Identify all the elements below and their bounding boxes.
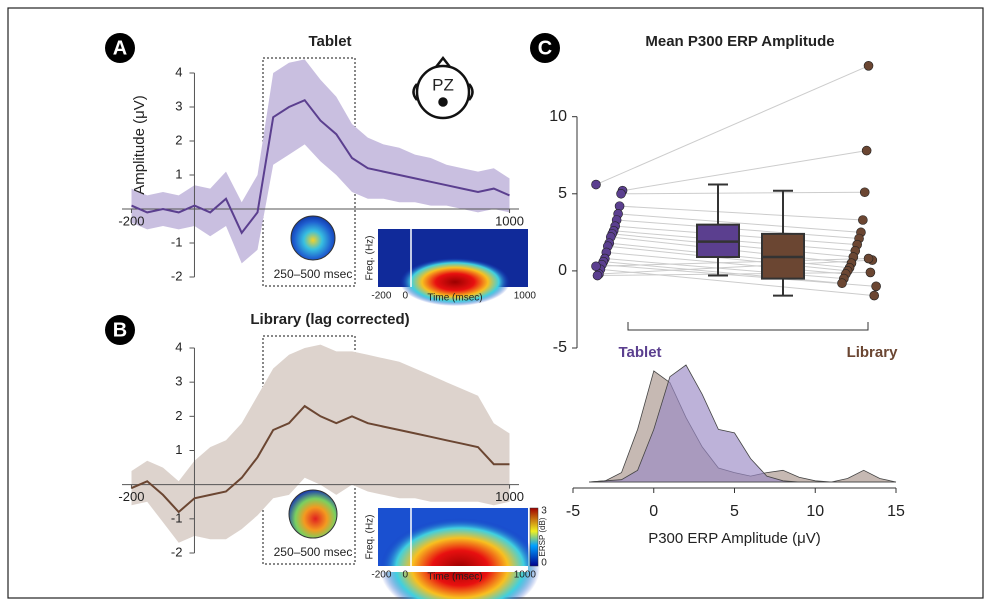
spectrogram <box>378 508 540 599</box>
x-tick-label: 5 <box>730 503 739 520</box>
y-tick-label: 3 <box>175 98 182 113</box>
y-tick-label: 3 <box>175 374 182 389</box>
category-bracket <box>628 322 868 330</box>
y-tick-label: 5 <box>558 185 567 202</box>
colorbar-tick-label: 3 <box>541 506 547 517</box>
inset-tick-label: -200 <box>371 570 391 581</box>
data-point <box>872 282 881 291</box>
y-tick-label: 4 <box>175 64 182 79</box>
x-tick-label: -200 <box>118 489 144 504</box>
y-tick-label: -1 <box>171 510 183 525</box>
y-tick-label: -2 <box>171 268 183 283</box>
data-point <box>860 188 869 197</box>
y-tick-label: 2 <box>175 408 182 423</box>
data-point <box>593 271 602 280</box>
x-tick-label: 0 <box>649 503 658 520</box>
data-point <box>838 279 847 288</box>
inset-x-label: Time (msec) <box>427 572 482 583</box>
x-tick-label: -5 <box>566 503 580 520</box>
panel-label: A <box>113 37 127 59</box>
colorbar-label: ERSP (dB) <box>538 517 547 556</box>
window-label: 250–500 msec <box>274 545 353 559</box>
x-tick-label: 1000 <box>495 489 524 504</box>
pair-line <box>621 192 865 194</box>
data-point <box>592 262 601 271</box>
data-point <box>864 254 873 263</box>
y-tick-label: -1 <box>171 234 183 249</box>
chart-title: Library (lag corrected) <box>250 311 409 328</box>
chart-title: Tablet <box>308 33 351 50</box>
data-point <box>870 291 879 300</box>
y-axis-label: Amplitude (μV) <box>131 95 148 195</box>
inset-y-label: Freq. (Hz) <box>365 236 376 281</box>
electrode-label: PZ <box>432 75 454 94</box>
colorbar-tick-label: 0 <box>541 558 547 569</box>
panel-label: C <box>538 37 552 59</box>
inset-tick-label: 0 <box>403 291 409 302</box>
x-tick-label: 1000 <box>495 213 524 228</box>
y-tick-label: 1 <box>175 166 182 181</box>
inset-y-label: Freq. (Hz) <box>365 515 376 560</box>
y-tick-label: -5 <box>553 339 567 356</box>
pair-line <box>620 206 863 220</box>
y-tick-label: 2 <box>175 132 182 147</box>
inset-tick-label: 0 <box>403 570 409 581</box>
y-tick-label: -2 <box>171 544 183 559</box>
data-point <box>862 146 871 155</box>
category-label: Library <box>847 344 899 361</box>
panel-label: B <box>113 319 127 341</box>
topomap <box>291 216 335 260</box>
category-label: Tablet <box>618 344 661 361</box>
y-tick-label: 1 <box>175 442 182 457</box>
y-tick-label: 4 <box>175 339 182 354</box>
window-label: 250–500 msec <box>274 267 353 281</box>
data-point <box>592 180 601 189</box>
y-tick-label: 0 <box>558 262 567 279</box>
x-tick-label: 10 <box>806 503 824 520</box>
inset-tick-label: 1000 <box>514 570 537 581</box>
chart-title: Mean P300 ERP Amplitude <box>645 33 834 50</box>
data-point <box>864 61 873 70</box>
inset-tick-label: -200 <box>371 291 391 302</box>
data-point <box>617 189 626 198</box>
pair-line <box>596 66 869 185</box>
inset-x-label: Time (msec) <box>427 293 482 304</box>
data-point <box>858 216 867 225</box>
x-tick-label: 15 <box>887 503 905 520</box>
y-tick-label: 10 <box>549 108 567 125</box>
x-axis-label: P300 ERP Amplitude (μV) <box>648 530 821 547</box>
x-tick-label: -200 <box>118 213 144 228</box>
inset-tick-label: 1000 <box>514 291 537 302</box>
figure: PZ -2-11234-2001000TabletAmplitude (μV)2… <box>0 0 990 599</box>
data-point <box>866 268 875 277</box>
topomap <box>289 490 337 538</box>
